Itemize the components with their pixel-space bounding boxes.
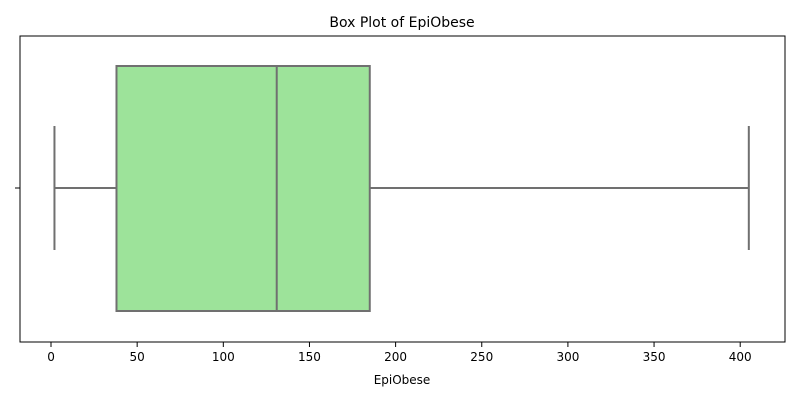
- x-tick-label: 100: [212, 350, 235, 364]
- x-tick-label: 0: [47, 350, 55, 364]
- plot-area-frame: [19, 35, 786, 343]
- x-axis: 0 50 100 150 200 250 300 350 400: [47, 342, 752, 364]
- chart-title: Box Plot of EpiObese: [329, 15, 474, 31]
- x-tick-label: 250: [470, 350, 493, 364]
- x-tick-label: 400: [729, 350, 752, 364]
- x-tick-label: 300: [556, 350, 579, 364]
- x-tick-label: 350: [643, 350, 666, 364]
- x-tick-label: 50: [130, 350, 145, 364]
- plot-area: [53, 65, 750, 312]
- x-tick-label: 150: [298, 350, 321, 364]
- x-tick-label: 200: [384, 350, 407, 364]
- iqr-box: [115, 65, 371, 312]
- x-axis-label: EpiObese: [374, 373, 431, 387]
